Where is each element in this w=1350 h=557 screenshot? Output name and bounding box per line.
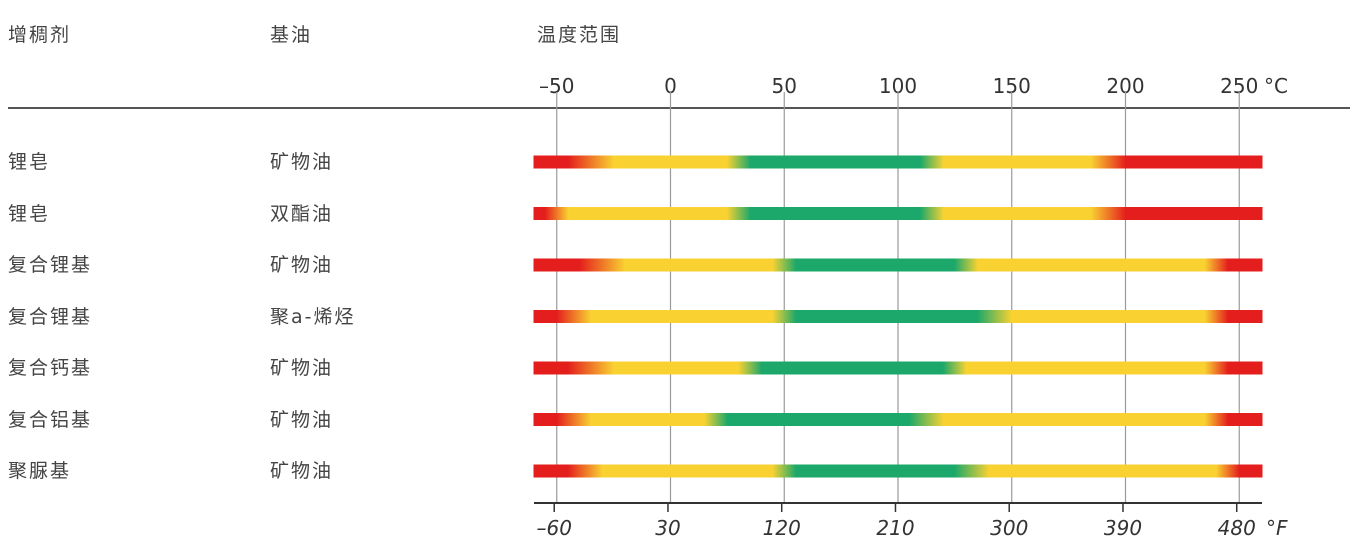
thickener-label: 聚脲基 bbox=[8, 460, 72, 482]
bar-segment bbox=[579, 258, 626, 272]
bar-segment bbox=[726, 207, 751, 220]
base-oil-label: 聚a-烯烃 bbox=[270, 305, 356, 328]
bar-segment bbox=[1204, 310, 1229, 323]
bar-segment bbox=[761, 361, 944, 375]
fahrenheit-tick-label: 120 bbox=[762, 516, 801, 540]
bar-segment bbox=[533, 361, 569, 375]
temperature-bar-row bbox=[533, 258, 1263, 272]
bar-segment bbox=[943, 155, 1092, 169]
bar-segment bbox=[533, 207, 546, 220]
bar-segment bbox=[601, 464, 774, 478]
bar-segment bbox=[988, 464, 1217, 478]
bar-segment bbox=[795, 310, 979, 323]
bar-segment bbox=[954, 464, 990, 478]
bar-segment bbox=[556, 413, 592, 426]
celsius-unit: °C bbox=[1264, 74, 1288, 98]
bar-segment bbox=[965, 361, 1206, 375]
temperature-bar-row bbox=[533, 413, 1263, 426]
bar-segment bbox=[567, 207, 728, 220]
bar-segment bbox=[977, 310, 1013, 323]
bar-segment bbox=[1204, 413, 1229, 426]
fahrenheit-unit: °F bbox=[1266, 516, 1288, 540]
bar-segment bbox=[977, 258, 1206, 272]
bar-segment bbox=[1011, 310, 1206, 323]
bar-segment bbox=[567, 361, 615, 375]
celsius-tick-label: 0 bbox=[664, 74, 677, 98]
base-oil-label: 矿物油 bbox=[270, 357, 334, 379]
bar-segment bbox=[590, 310, 774, 323]
bar-segment bbox=[749, 155, 922, 169]
base-oil-label: 矿物油 bbox=[270, 151, 334, 173]
bar-segment bbox=[1125, 155, 1263, 169]
bar-segment bbox=[795, 258, 956, 272]
base-oil-label: 双酯油 bbox=[270, 202, 334, 225]
bar-segment bbox=[533, 413, 558, 426]
bar-segment bbox=[567, 155, 615, 169]
bar-segment bbox=[1125, 207, 1263, 220]
bar-segment bbox=[1238, 464, 1263, 478]
bar-segment bbox=[943, 413, 1206, 426]
bar-segment bbox=[795, 464, 956, 478]
temperature-bar-row bbox=[533, 464, 1263, 478]
temperature-bar-row bbox=[533, 361, 1263, 375]
bar-segment bbox=[590, 413, 706, 426]
bar-segment bbox=[704, 413, 728, 426]
bar-segment bbox=[943, 361, 967, 375]
bar-segment bbox=[749, 207, 922, 220]
bar-segment bbox=[772, 258, 797, 272]
bar-segment bbox=[1090, 207, 1126, 220]
bar-segment bbox=[772, 310, 797, 323]
thickener-label: 锂皂 bbox=[8, 151, 51, 173]
temperature-bar-row bbox=[533, 155, 1263, 169]
base-oil-label: 矿物油 bbox=[270, 460, 334, 482]
bar-segment bbox=[772, 464, 797, 478]
fahrenheit-tick-label: –60 bbox=[536, 516, 572, 540]
thickener-label: 复合铝基 bbox=[8, 408, 93, 431]
temperature-bar-row bbox=[533, 310, 1263, 323]
bar-segment bbox=[738, 361, 762, 375]
bar-segment bbox=[544, 207, 569, 220]
bar-segment bbox=[726, 155, 751, 169]
bar-segment bbox=[1227, 413, 1263, 426]
header-thickener: 增稠剂 bbox=[8, 24, 72, 46]
thickener-label: 复合锂基 bbox=[8, 305, 93, 328]
fahrenheit-tick-label: 300 bbox=[990, 516, 1029, 540]
bar-segment bbox=[1216, 464, 1240, 478]
thickener-label: 复合锂基 bbox=[8, 254, 93, 276]
bar-segment bbox=[533, 258, 580, 272]
base-oil-label: 矿物油 bbox=[270, 408, 334, 431]
bar-segment bbox=[954, 258, 979, 272]
bar-segment bbox=[533, 464, 569, 478]
fahrenheit-tick-label: 210 bbox=[876, 516, 915, 540]
fahrenheit-tick-label: 30 bbox=[655, 516, 681, 540]
bar-segment bbox=[624, 258, 774, 272]
bar-segment bbox=[1227, 310, 1263, 323]
bar-segment bbox=[920, 155, 944, 169]
bar-segment bbox=[1204, 258, 1229, 272]
bar-segment bbox=[1227, 258, 1263, 272]
bar-segment bbox=[943, 207, 1092, 220]
bar-segment bbox=[908, 413, 944, 426]
bar-segment bbox=[567, 464, 603, 478]
bar-segment bbox=[613, 361, 740, 375]
bar-segment bbox=[1204, 361, 1229, 375]
bar-segment bbox=[726, 413, 910, 426]
temperature-bar-row bbox=[533, 207, 1263, 220]
bar-segment bbox=[920, 207, 944, 220]
bar-segment bbox=[1090, 155, 1126, 169]
thickener-label: 复合钙基 bbox=[8, 357, 93, 379]
bar-segment bbox=[1227, 361, 1263, 375]
thickener-label: 锂皂 bbox=[8, 202, 51, 225]
bar-segment bbox=[533, 310, 558, 323]
base-oil-label: 矿物油 bbox=[270, 254, 334, 276]
header-base-oil: 基油 bbox=[270, 24, 313, 46]
header-temp-range: 温度范围 bbox=[537, 24, 622, 46]
fahrenheit-tick-label: 390 bbox=[1103, 516, 1143, 540]
bar-segment bbox=[556, 310, 592, 323]
fahrenheit-tick-label: 480 bbox=[1217, 516, 1256, 540]
bar-segment bbox=[533, 155, 569, 169]
bar-segment bbox=[613, 155, 728, 169]
